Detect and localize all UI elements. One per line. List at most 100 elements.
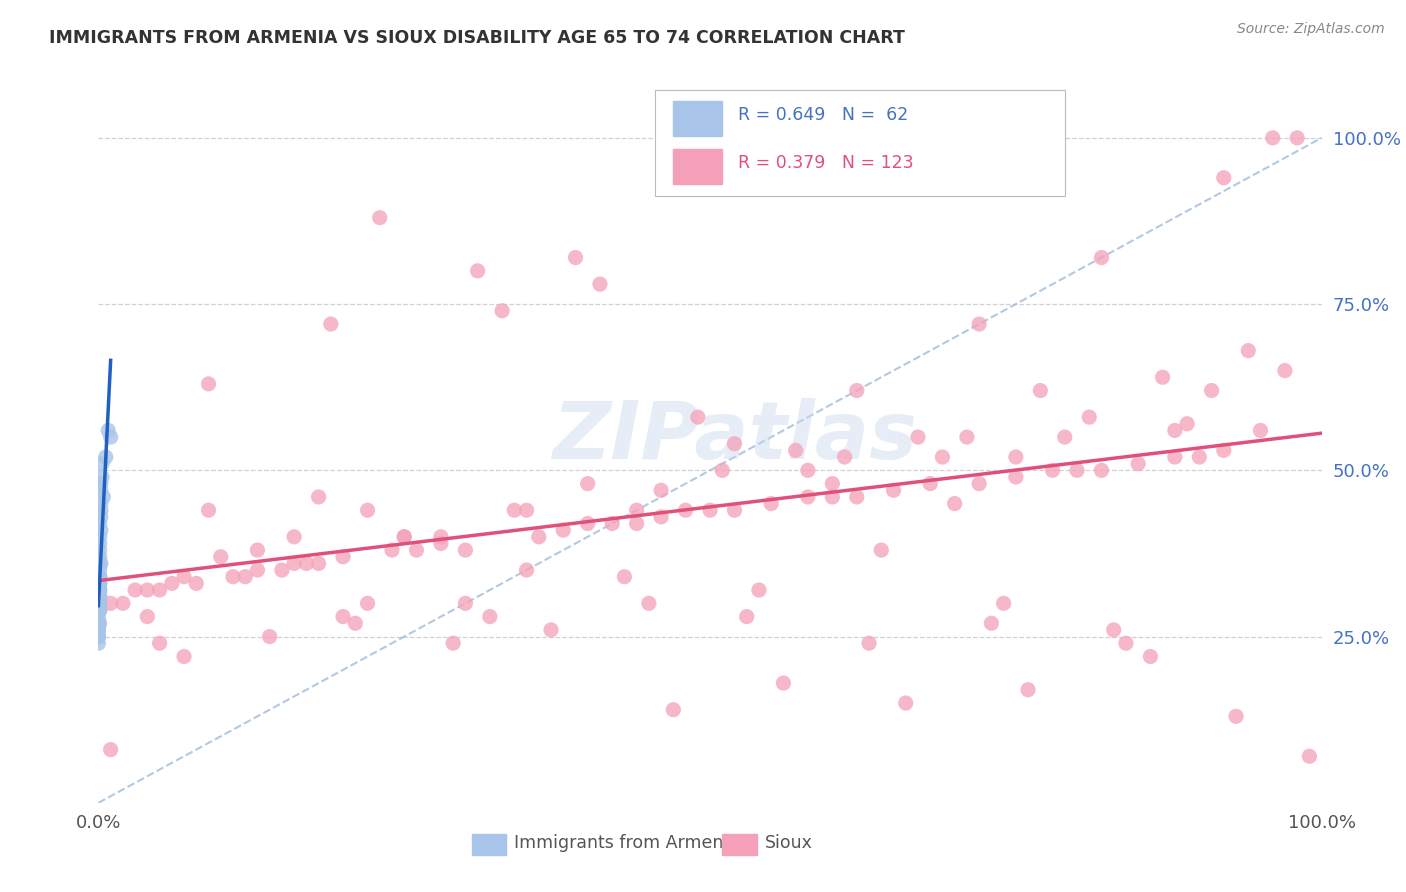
Point	[89, 616, 111, 631]
Point	[1066, 463, 1088, 477]
Point	[699, 503, 721, 517]
Point	[1298, 749, 1320, 764]
Point	[576, 476, 599, 491]
Point	[100, 596, 122, 610]
Point	[515, 503, 537, 517]
Point	[1102, 623, 1125, 637]
Point	[87, 623, 110, 637]
Point	[222, 570, 245, 584]
Point	[1139, 649, 1161, 664]
Point	[907, 430, 929, 444]
Point	[90, 557, 112, 571]
Point	[1212, 170, 1234, 185]
Point	[90, 503, 112, 517]
Point	[246, 563, 269, 577]
Point	[1237, 343, 1260, 358]
Point	[197, 503, 219, 517]
Point	[761, 497, 783, 511]
Point	[503, 503, 526, 517]
Point	[87, 616, 110, 631]
Point	[283, 557, 305, 571]
Point	[797, 463, 820, 477]
Point	[870, 543, 893, 558]
Point	[613, 570, 636, 584]
Point	[967, 317, 990, 331]
Bar	[673, 149, 723, 184]
Point	[87, 623, 110, 637]
Point	[270, 563, 294, 577]
Point	[87, 616, 110, 631]
Point	[834, 450, 856, 464]
Point	[392, 530, 416, 544]
Point	[100, 430, 122, 444]
Text: Source: ZipAtlas.com: Source: ZipAtlas.com	[1237, 22, 1385, 37]
Point	[87, 616, 110, 631]
Point	[589, 277, 612, 292]
Point	[527, 530, 550, 544]
Point	[1042, 463, 1064, 477]
Point	[845, 384, 868, 398]
Point	[675, 503, 697, 517]
Point	[797, 490, 820, 504]
Point	[356, 503, 378, 517]
Point	[748, 582, 770, 597]
Point	[344, 616, 367, 631]
Point	[89, 563, 111, 577]
Point	[626, 516, 648, 531]
Point	[87, 590, 110, 604]
Point	[381, 543, 404, 558]
Point	[931, 450, 953, 464]
Point	[1164, 424, 1187, 438]
Point	[89, 576, 111, 591]
Point	[89, 590, 111, 604]
Point	[1188, 450, 1211, 464]
Point	[392, 530, 416, 544]
Point	[90, 483, 112, 498]
Point	[89, 603, 111, 617]
Point	[91, 457, 114, 471]
Point	[1152, 370, 1174, 384]
Point	[686, 410, 709, 425]
Point	[1128, 457, 1150, 471]
Point	[785, 443, 807, 458]
Point	[87, 630, 110, 644]
Point	[1017, 682, 1039, 697]
Point	[405, 543, 427, 558]
Point	[87, 616, 110, 631]
Point	[553, 523, 575, 537]
FancyBboxPatch shape	[655, 90, 1064, 195]
Point	[1201, 384, 1223, 398]
Point	[1090, 251, 1112, 265]
Point	[173, 570, 195, 584]
Point	[173, 649, 195, 664]
Point	[1004, 470, 1026, 484]
Point	[540, 623, 562, 637]
Text: ZIPatlas: ZIPatlas	[553, 398, 917, 476]
Point	[160, 576, 183, 591]
Point	[980, 616, 1002, 631]
Point	[89, 596, 111, 610]
Point	[89, 516, 111, 531]
Point	[100, 742, 122, 756]
Bar	[723, 833, 756, 855]
Point	[894, 696, 917, 710]
Point	[1225, 709, 1247, 723]
Point	[90, 497, 112, 511]
Point	[89, 590, 111, 604]
Point	[723, 436, 745, 450]
Point	[600, 516, 623, 531]
Point	[89, 557, 111, 571]
Point	[467, 264, 489, 278]
Point	[87, 630, 110, 644]
Point	[772, 676, 794, 690]
Point	[89, 603, 111, 617]
Point	[94, 450, 117, 464]
Point	[89, 596, 111, 610]
Point	[430, 530, 453, 544]
Point	[441, 636, 464, 650]
Point	[454, 543, 477, 558]
Point	[89, 530, 111, 544]
Point	[564, 251, 586, 265]
Point	[956, 430, 979, 444]
Point	[149, 582, 172, 597]
